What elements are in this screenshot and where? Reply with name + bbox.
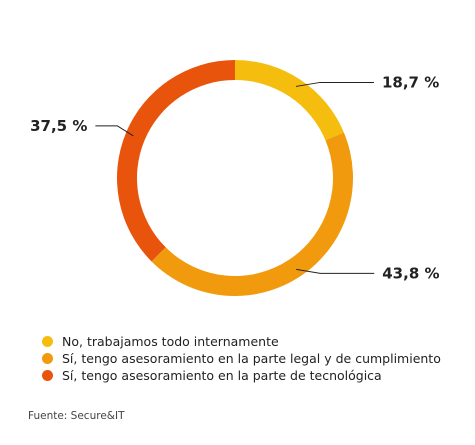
donut-slice (117, 60, 235, 262)
legend-swatch (42, 336, 53, 347)
source-note: Fuente: Secure&IT (28, 410, 125, 422)
legend-item: Sí, tengo asesoramiento en la parte de t… (42, 367, 441, 384)
legend-label: Sí, tengo asesoramiento en la parte lega… (62, 351, 441, 366)
data-label: 37,5 % (30, 117, 87, 135)
legend: No, trabajamos todo internamente Sí, ten… (42, 333, 441, 384)
donut-slice (151, 132, 354, 297)
legend-item: Sí, tengo asesoramiento en la parte lega… (42, 350, 441, 367)
leader-line (296, 268, 375, 274)
legend-item: No, trabajamos todo internamente (42, 333, 441, 350)
leader-line (95, 125, 134, 137)
legend-label: No, trabajamos todo internamente (62, 334, 279, 349)
data-label: 18,7 % (382, 73, 439, 91)
data-label: 43,8 % (382, 264, 439, 282)
legend-swatch (42, 370, 53, 381)
donut-chart: 18,7 % 43,8 % 37,5 % (30, 60, 440, 297)
legend-label: Sí, tengo asesoramiento en la parte de t… (62, 368, 382, 383)
leader-line (295, 81, 374, 87)
legend-swatch (42, 353, 53, 364)
donut-slice (235, 60, 344, 141)
